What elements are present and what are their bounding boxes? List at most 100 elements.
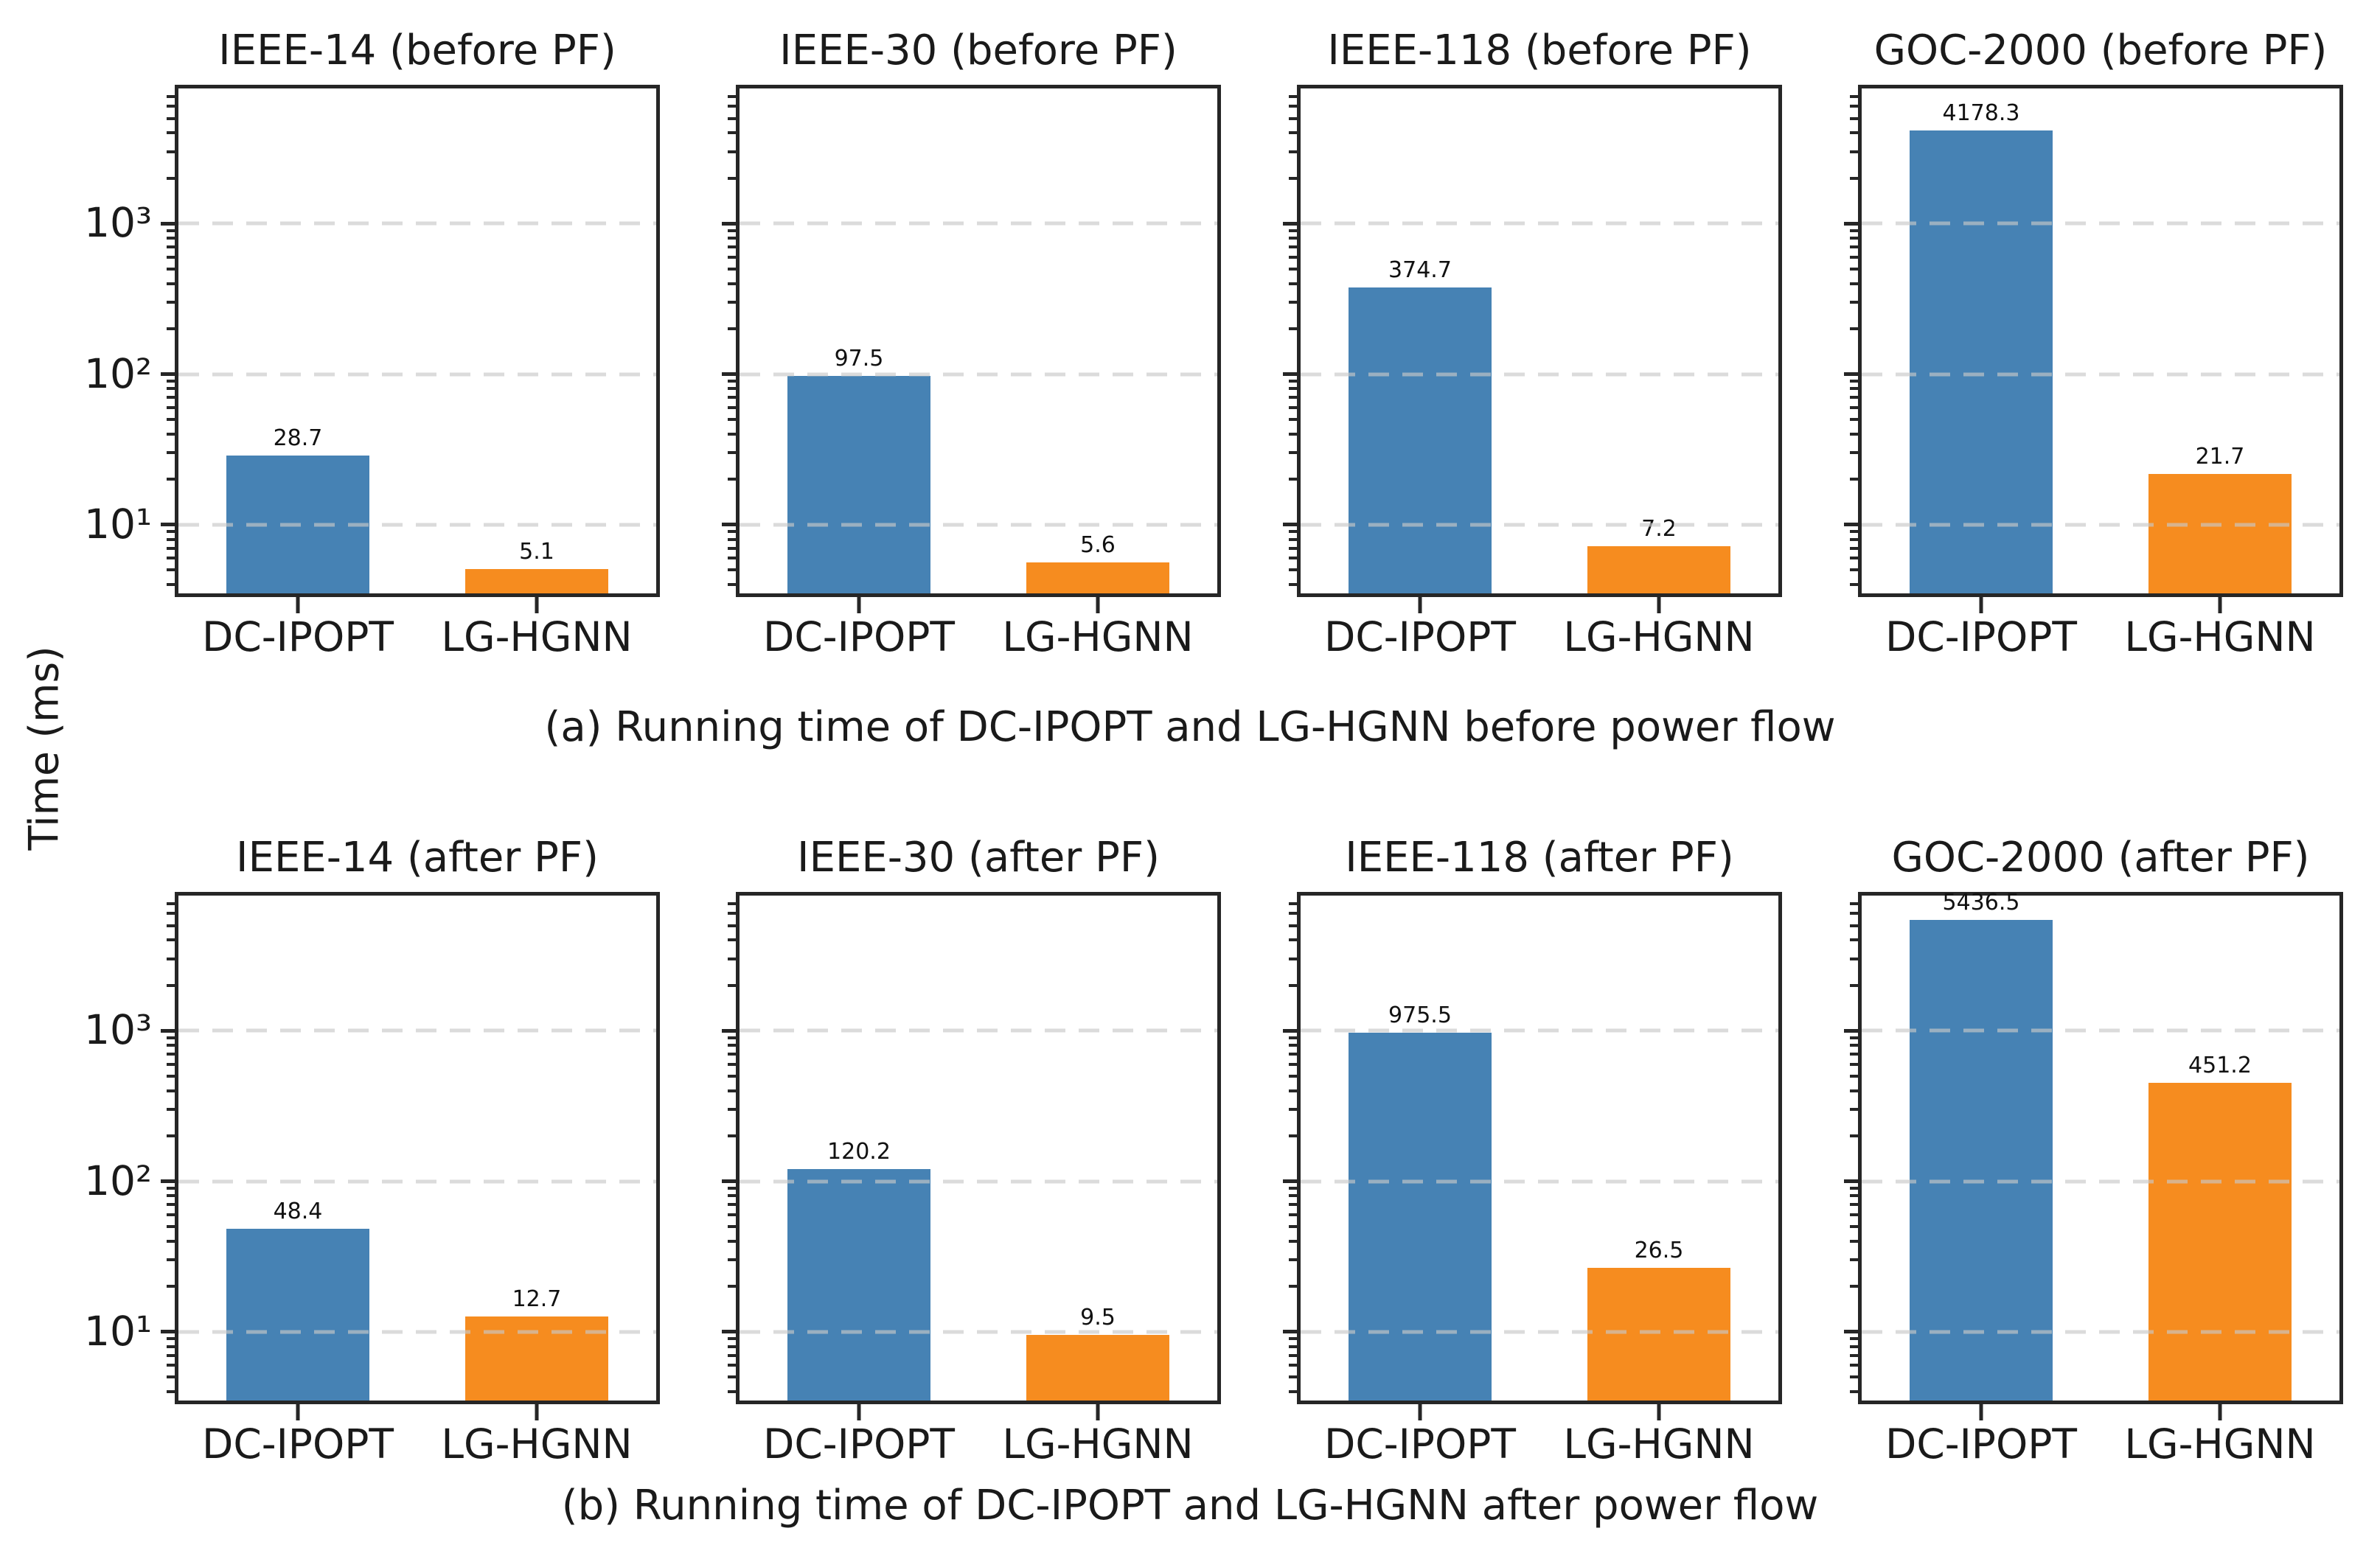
bar-value-label: 451.2	[2188, 1052, 2252, 1078]
y-minor-tick	[167, 1134, 175, 1138]
y-minor-tick	[167, 1036, 175, 1039]
y-minor-tick	[728, 583, 736, 587]
y-minor-tick	[167, 546, 175, 550]
x-tick-label-dc-ipopt: DC-IPOPT	[762, 1420, 956, 1468]
y-minor-tick	[728, 105, 736, 108]
y-minor-tick	[167, 583, 175, 587]
x-tick-label-lg-hgnn: LG-HGNN	[2124, 1420, 2316, 1468]
x-tick	[1979, 1404, 1983, 1420]
y-minor-tick	[1289, 1194, 1297, 1198]
y-minor-tick	[167, 379, 175, 383]
y-minor-tick	[1289, 396, 1297, 400]
y-major-tick	[722, 1028, 736, 1033]
y-minor-tick	[1289, 1074, 1297, 1078]
gridline	[178, 221, 656, 226]
y-minor-tick	[1850, 901, 1858, 905]
y-minor-tick	[1850, 1285, 1858, 1288]
y-minor-tick	[1850, 418, 1858, 422]
y-minor-tick	[1289, 116, 1297, 120]
y-minor-tick	[167, 1089, 175, 1092]
x-tick	[1657, 1404, 1661, 1420]
subplot: GOC-2000 (before PF) 4178.3 DC-IPOPT 21.7 L…	[1844, 0, 2343, 658]
y-minor-tick	[167, 451, 175, 455]
y-minor-tick	[1850, 229, 1858, 232]
y-major-tick	[161, 221, 175, 226]
y-minor-tick	[1850, 1239, 1858, 1243]
y-minor-tick	[728, 131, 736, 135]
y-minor-tick	[1289, 983, 1297, 987]
y-minor-tick	[1850, 1186, 1858, 1190]
plot-area: 5436.5 DC-IPOPT 451.2 LG-HGNN	[1844, 892, 2343, 1465]
y-major-tick	[1283, 523, 1297, 527]
y-minor-tick	[1289, 478, 1297, 481]
y-minor-tick	[167, 1186, 175, 1190]
y-major-tick	[161, 523, 175, 527]
y-minor-tick	[1850, 176, 1858, 180]
y-minor-tick	[1850, 1203, 1858, 1207]
y-minor-tick	[1850, 1375, 1858, 1379]
y-minor-tick	[167, 1239, 175, 1243]
y-minor-tick	[728, 1089, 736, 1092]
y-minor-tick	[1289, 432, 1297, 436]
y-minor-tick	[728, 327, 736, 331]
y-minor-tick	[728, 1213, 736, 1216]
plot-area: 4178.3 DC-IPOPT 21.7 LG-HGNN	[1844, 85, 2343, 658]
y-minor-tick	[167, 537, 175, 541]
y-minor-tick	[1850, 1036, 1858, 1039]
bar-lg-hgnn: 451.2	[2148, 1054, 2292, 1401]
y-tick-label: 10³	[83, 1006, 152, 1054]
bar-dc-ipopt: 374.7	[1348, 259, 1492, 593]
y-major-tick	[1844, 1330, 1858, 1334]
y-minor-tick	[1850, 912, 1858, 915]
y-minor-tick	[1850, 405, 1858, 409]
y-minor-tick	[1850, 432, 1858, 436]
x-tick-label-lg-hgnn: LG-HGNN	[1563, 1420, 1755, 1468]
y-minor-tick	[1289, 105, 1297, 108]
y-minor-tick	[728, 1375, 736, 1379]
y-minor-tick	[728, 1258, 736, 1262]
y-minor-tick	[1289, 282, 1297, 285]
y-minor-tick	[1289, 1108, 1297, 1112]
caption-a: (a) Running time of DC-IPOPT and LG-HGNN…	[544, 703, 1836, 751]
y-minor-tick	[1289, 229, 1297, 232]
y-minor-tick	[728, 546, 736, 550]
y-minor-tick	[167, 255, 175, 259]
y-minor-tick	[167, 1353, 175, 1357]
subplot-title: IEEE-14 (before PF)	[218, 27, 616, 74]
y-minor-tick	[167, 1053, 175, 1056]
y-minor-tick	[728, 387, 736, 391]
y-minor-tick	[167, 150, 175, 153]
y-minor-tick	[167, 1108, 175, 1112]
y-minor-tick	[167, 568, 175, 572]
y-minor-tick	[1289, 1390, 1297, 1394]
y-minor-tick	[1289, 901, 1297, 905]
y-minor-tick	[1289, 1353, 1297, 1357]
y-minor-tick	[1289, 1186, 1297, 1190]
y-minor-tick	[1289, 301, 1297, 304]
y-major-tick	[1283, 372, 1297, 377]
y-minor-tick	[728, 1364, 736, 1367]
y-minor-tick	[167, 924, 175, 927]
y-minor-tick	[1850, 1044, 1858, 1047]
y-minor-tick	[167, 267, 175, 271]
y-major-tick	[161, 1179, 175, 1184]
y-minor-tick	[1289, 1053, 1297, 1056]
y-minor-tick	[167, 530, 175, 534]
bar-dc-ipopt: 97.5	[787, 347, 931, 593]
bar-value-label: 975.5	[1388, 1002, 1452, 1028]
y-minor-tick	[1850, 530, 1858, 534]
y-minor-tick	[1289, 1044, 1297, 1047]
y-minor-tick	[1850, 537, 1858, 541]
y-minor-tick	[728, 1353, 736, 1357]
bar-value-label: 4178.3	[1942, 100, 2020, 126]
y-minor-tick	[1850, 131, 1858, 135]
subplot-title: IEEE-118 (after PF)	[1345, 834, 1734, 882]
y-minor-tick	[1850, 1390, 1858, 1394]
bar-dc-ipopt: 4178.3	[1909, 102, 2053, 593]
y-minor-tick	[1850, 1225, 1858, 1229]
bar-lg-hgnn: 9.5	[1026, 1307, 1170, 1401]
x-tick-label-lg-hgnn: LG-HGNN	[441, 613, 633, 660]
y-major-tick	[1844, 372, 1858, 377]
y-minor-tick	[1289, 150, 1297, 153]
y-minor-tick	[728, 938, 736, 942]
